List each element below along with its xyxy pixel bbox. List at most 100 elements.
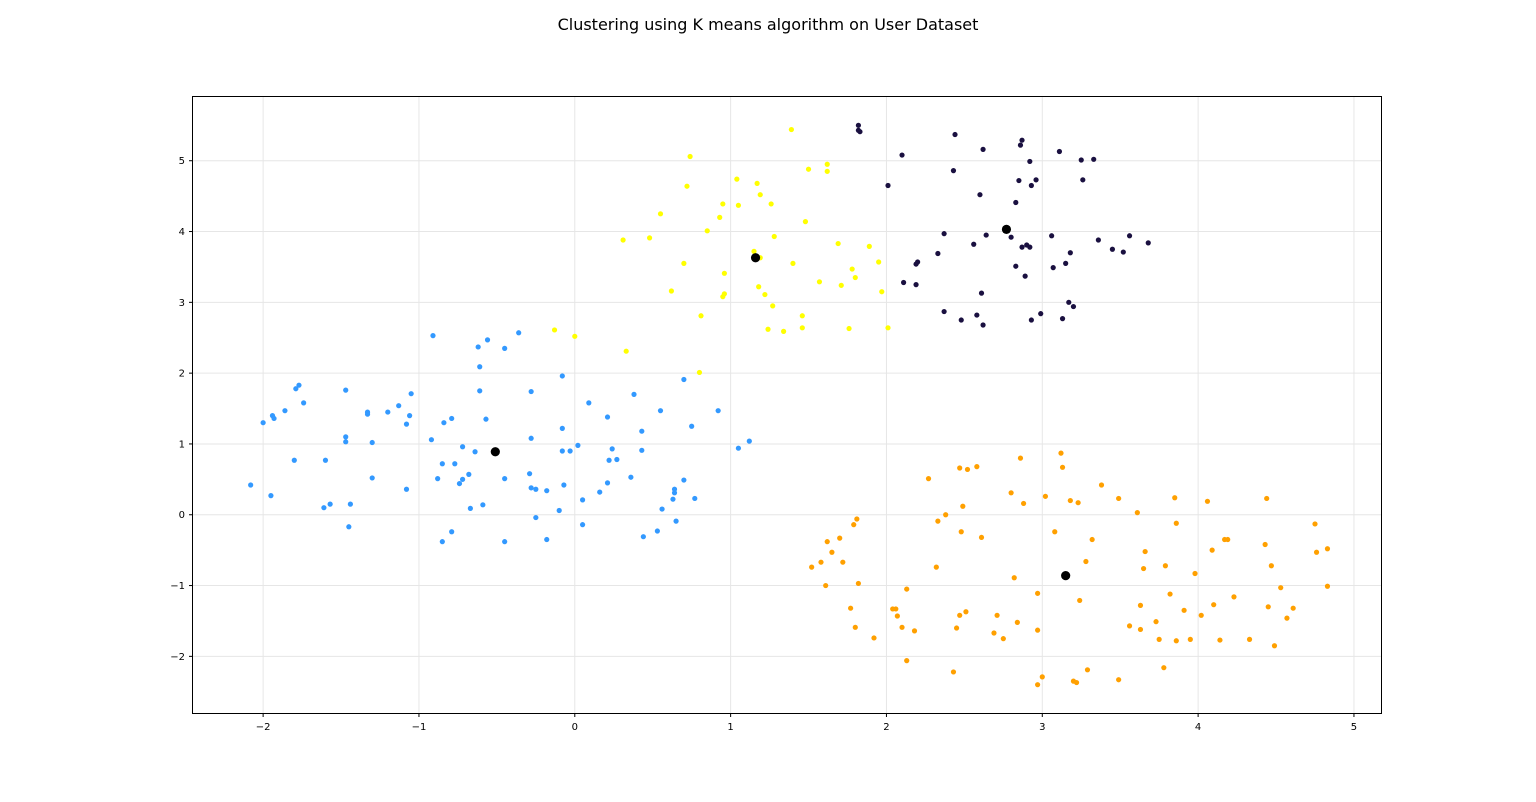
cluster-0-point [467,505,473,511]
cluster-0-point [407,413,413,419]
y-tick-label: 0 [179,510,185,521]
cluster-3-point [1265,604,1271,610]
cluster-0-point [466,471,472,477]
cluster-2-point [1109,246,1116,252]
cluster-1-point [835,240,841,247]
cluster-3-point [1181,607,1187,613]
cluster-3-point [1313,549,1320,555]
cluster-3-point [894,613,900,619]
cluster-3-point [1059,464,1066,470]
cluster-0-point [472,449,478,455]
cluster-2-point [941,231,947,237]
cluster-0-point [441,420,447,426]
cluster-3-point [1173,638,1179,644]
cluster-0-point [449,529,455,535]
cluster-1-point [768,201,774,207]
cluster-3-point [1187,636,1193,642]
cluster-1-point [799,313,805,319]
cluster-3-point [1134,510,1140,516]
cluster-0-point [439,539,445,545]
cluster-3-point [1140,565,1147,572]
cluster-3-point [893,606,899,612]
cluster-2-point [855,122,862,128]
cluster-0-point [654,528,660,534]
cluster-1-point [756,284,762,290]
cluster-2-point [1013,263,1019,269]
cluster-0-point [271,415,277,422]
cluster-3-point [1173,520,1179,526]
cluster-2-point [1050,265,1056,271]
cluster-1-point [734,176,740,182]
cluster-3-point [1008,490,1014,496]
cluster-3-point [964,466,971,473]
cluster-0-point [715,408,721,414]
y-tick-label: 4 [179,227,185,238]
cluster-1-point [770,303,776,309]
cluster-1-point [799,325,805,331]
cluster-0-point [403,421,410,427]
cluster-0-point [673,518,679,524]
cluster-3-point [1052,529,1058,535]
cluster-0-point [528,388,534,395]
cluster-0-point [435,476,441,482]
cluster-0-point [343,434,349,440]
cluster-3-point [1324,546,1331,552]
cluster-1-point [781,328,787,334]
cluster-3-point [823,582,829,589]
cluster-3-point [1017,455,1024,461]
cluster-0-point [575,442,581,448]
cluster-2-point [1070,303,1077,310]
cluster-3-point [1290,605,1296,611]
cluster-1-point [852,274,858,281]
cluster-2-point [1028,317,1034,323]
x-tick-label: 1 [727,722,733,733]
cluster-3-point [852,624,858,630]
cluster-0-point [559,425,565,431]
cluster-0-point [428,437,435,443]
cluster-1-point [572,333,578,339]
cluster-1-point [620,237,626,243]
cluster-3-point [1278,585,1284,591]
cluster-1-point [646,235,653,241]
y-tick-label: 2 [179,369,185,380]
cluster-0-point [556,507,562,514]
cluster-3-point [1217,637,1223,643]
cluster-2-point [958,317,964,323]
cluster-3-point [855,580,862,587]
cluster-3-point [933,564,939,570]
cluster-2-point [1049,233,1055,239]
cluster-2-point [1019,244,1025,250]
cluster-2-point [971,241,977,247]
cluster-2-point [950,168,957,174]
cluster-0-point [692,495,698,502]
cluster-0-point [609,446,615,452]
cluster-3-point [1161,665,1167,671]
cluster-3-point [1067,497,1073,504]
cluster-0-point [604,414,611,420]
cluster-1-point [849,266,855,272]
cluster-1-point [802,219,809,225]
plot-area-frame [192,96,1382,714]
cluster-1-point [668,288,675,294]
x-tick-label: 0 [572,722,578,733]
cluster-3-point [1312,521,1318,527]
x-tick-label: 2 [883,722,889,733]
cluster-3-point [851,522,857,528]
cluster-3-point [840,559,846,565]
cluster-0-point [282,408,288,414]
cluster-0-point [475,344,481,350]
cluster-0-point [343,387,349,393]
cluster-3-point [848,605,854,611]
cluster-3-point [974,464,980,470]
cluster-0-point [604,480,611,486]
cluster-1-point [721,270,727,276]
cluster-3-point [1098,482,1105,488]
cluster-1-point [790,260,796,266]
cluster-1-point [824,168,830,174]
cluster-2-point [900,279,907,286]
chart-title: Clustering using K means algorithm on Us… [558,15,979,34]
cluster-0-point [640,534,646,540]
cluster-2-point [1038,311,1044,317]
cluster-2-point [1027,158,1033,165]
cluster-3-point [1035,682,1041,688]
